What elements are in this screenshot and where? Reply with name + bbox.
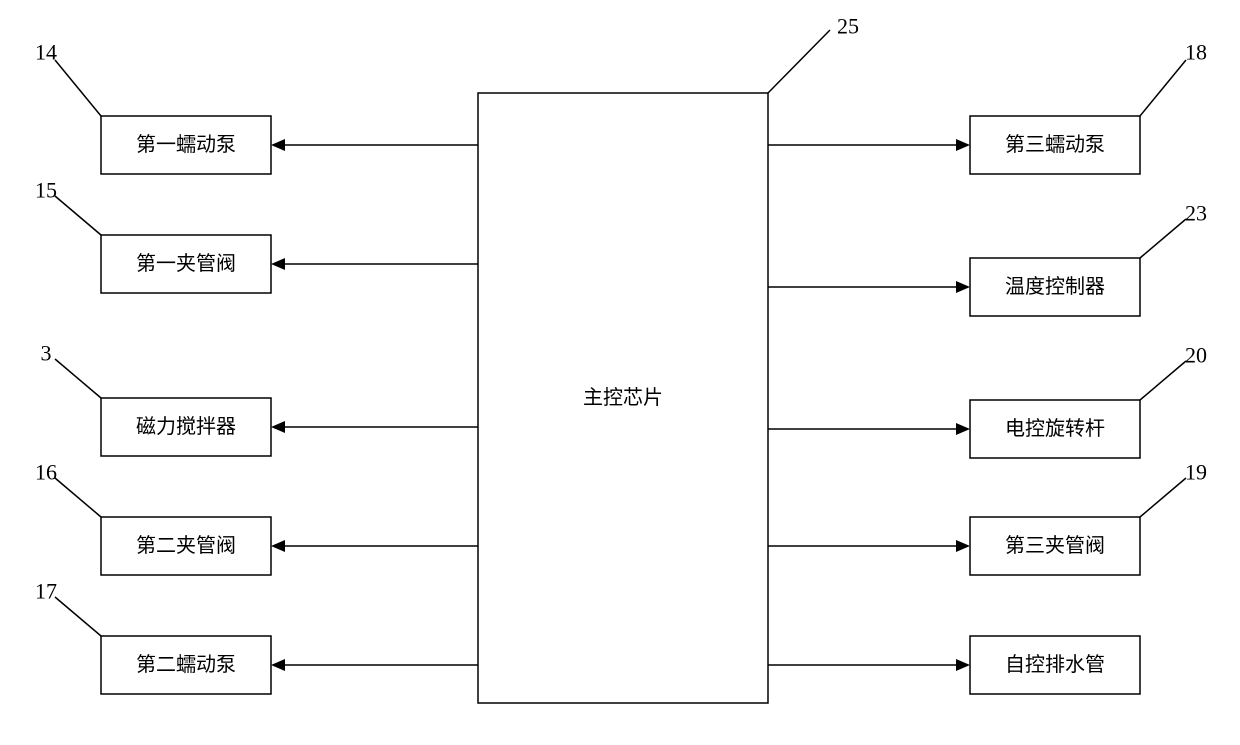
ref-number: 18 [1185,40,1207,65]
n19-label: 第三夹管阀 [1005,534,1105,557]
arrowhead-icon [271,659,285,671]
ref-number: 20 [1185,343,1207,368]
arrowhead-icon [271,540,285,552]
arrowhead-icon [271,421,285,433]
arrowhead-icon [956,540,970,552]
ref-number: 16 [35,460,57,485]
n16-label: 第二夹管阀 [136,534,236,557]
ref-number: 15 [35,178,57,203]
leader-line [1140,361,1186,400]
ref-number: 19 [1185,460,1207,485]
arrowhead-icon [271,139,285,151]
leader-line [55,60,101,116]
n18-label: 第三蠕动泵 [1005,133,1105,156]
n14-label: 第一蠕动泵 [136,133,236,156]
leader-line [55,478,101,517]
arrowhead-icon [956,423,970,435]
arrowhead-icon [271,258,285,270]
ref-number: 14 [35,40,57,65]
leader-line [768,30,830,93]
ref-number: 3 [41,341,52,366]
leader-line [1140,219,1186,258]
leader-line [1140,478,1186,517]
leader-line [1140,60,1186,116]
arrowhead-icon [956,139,970,151]
arrowhead-icon [956,281,970,293]
block-diagram: 主控芯片 25 第一蠕动泵 14 第一夹管阀 15 磁力搅拌器 3 第二夹管阀 16 第二蠕动泵 17… [0,0,1240,745]
ref-number: 23 [1185,201,1207,226]
n20-label: 电控旋转杆 [1005,417,1105,440]
n15-label: 第一夹管阀 [136,252,236,275]
center-main-chip-label: 主控芯片 [583,386,663,409]
leader-line [55,597,101,636]
n3-label: 磁力搅拌器 [136,415,236,438]
arrowhead-icon [956,659,970,671]
n17-label: 第二蠕动泵 [136,653,236,676]
ref-number: 17 [35,579,57,604]
ref-number: 25 [837,14,859,39]
leader-line [55,196,101,235]
ndrain-label: 自控排水管 [1005,653,1105,676]
n23-label: 温度控制器 [1005,275,1105,298]
leader-line [55,359,101,398]
